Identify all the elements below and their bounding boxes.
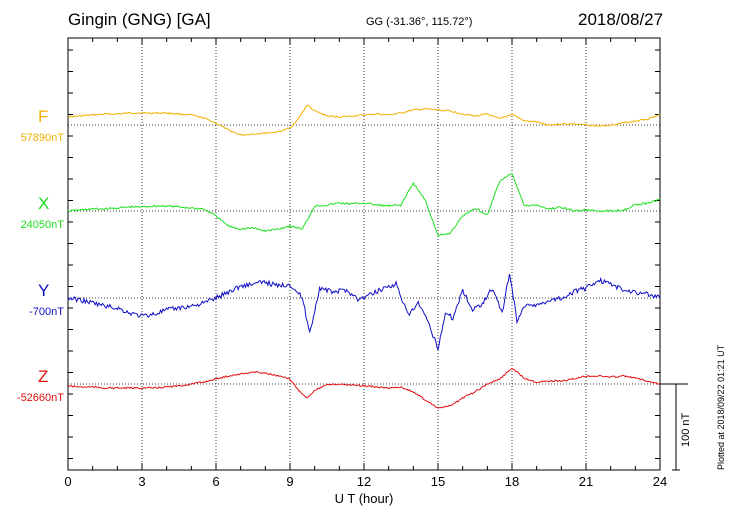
x-tick-label: 18 [505,474,519,489]
x-tick-label: 15 [431,474,445,489]
series-line-f [68,104,661,137]
grid-lines [68,38,660,470]
scale-bar-label: 100 nT [680,412,692,447]
x-tick-label: 21 [579,474,593,489]
x-tick-label: 6 [212,474,219,489]
x-axis-label: U T (hour) [0,491,730,506]
component-letter-x: X [38,194,50,213]
x-tick-label: 3 [138,474,145,489]
plotted-timestamp: Plotted at 2018/09/22 01:21 UT [716,344,726,470]
x-axis-label-text: U T (hour) [334,491,394,506]
scale-bar [660,383,688,471]
component-baseline-x: 24050nT [20,219,64,231]
x-tick-label: 24 [653,474,667,489]
component-baseline-f: 57890nT [20,132,64,144]
component-letter-y: Y [38,281,50,300]
x-tick-label: 9 [286,474,293,489]
series-line-y [67,273,661,352]
tick-marks: 0 3 6 9 12 15 18 21 24 [64,38,667,489]
component-baseline-y: -700nT [29,306,64,318]
x-tick-label: 12 [357,474,371,489]
component-letter-z: Z [38,367,49,386]
x-tick-label: 0 [64,474,71,489]
series-lines [67,104,661,409]
plot-date: 2018/08/27 [578,10,664,29]
station-title: Gingin (GNG) [GA] [68,10,211,29]
component-letter-f: F [38,107,49,126]
station-coordinates: GG (-31.36°, 115.72°) [366,16,473,28]
component-baseline-z: -52660nT [16,392,64,404]
series-line-x [67,172,661,237]
series-line-z [67,367,661,409]
